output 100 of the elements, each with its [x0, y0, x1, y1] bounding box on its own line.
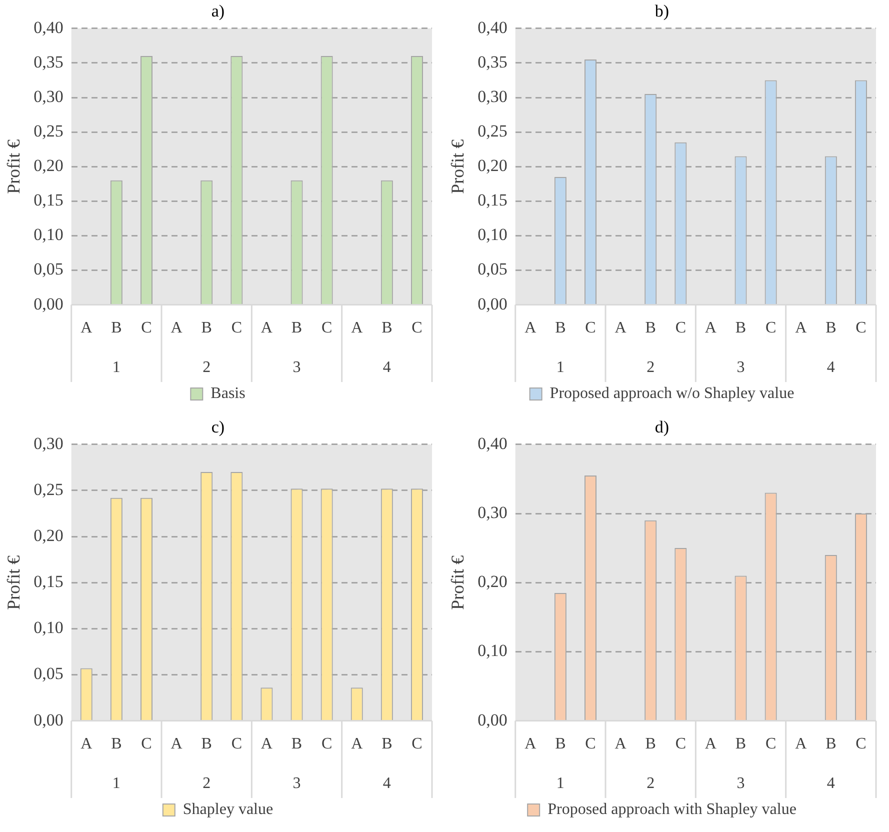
y-tick-label: 0,15	[478, 190, 508, 210]
x-tick-label: A	[170, 320, 183, 337]
x-tick-label: A	[351, 320, 364, 337]
x-tick-label: B	[645, 320, 656, 337]
text: 1	[112, 359, 120, 376]
x-tick-label: B	[201, 736, 212, 753]
y-tick-label: 0,00	[478, 710, 508, 730]
y-axis-title: Profit €	[448, 139, 468, 194]
x-tick-label: C	[675, 736, 686, 753]
y-tick-label: 0,35	[478, 52, 508, 72]
x-tick-label: C	[765, 320, 776, 337]
y-tick-label: 0,00	[478, 294, 508, 314]
x-tick-label: B	[555, 320, 566, 337]
x-tick-label: B	[291, 736, 302, 753]
text: 3	[292, 775, 301, 792]
chart-title: c)	[211, 418, 225, 437]
x-tick-label: A	[351, 736, 364, 753]
y-tick-label: 0,30	[478, 502, 508, 522]
legend-label: Proposed approach with Shapley value	[548, 801, 796, 818]
x-tick-label: B	[291, 320, 302, 337]
x-tick-label: C	[231, 736, 242, 753]
text: 1	[556, 359, 564, 376]
x-tick-label: A	[80, 736, 93, 753]
legend-label: Proposed approach w/o Shapley value	[550, 385, 794, 402]
x-tick-label: B	[826, 320, 836, 337]
x-tick-label: A	[524, 736, 537, 753]
y-tick-label: 0,10	[34, 618, 64, 638]
x-tick-label: B	[645, 736, 656, 753]
text: 1	[556, 775, 564, 792]
x-tick-label: A	[260, 320, 273, 337]
x-tick-label: B	[111, 736, 122, 753]
x-tick-label: A	[524, 320, 537, 337]
y-tick-label: 0,15	[34, 572, 64, 592]
y-tick-label: 0,05	[34, 664, 64, 684]
y-tick-label: 0,25	[34, 122, 64, 141]
x-tick-label: C	[231, 320, 242, 337]
y-tick-label: 0,15	[34, 190, 64, 210]
text: 1	[112, 775, 120, 792]
x-tick-label: A	[795, 736, 808, 753]
x-tick-label: B	[382, 736, 392, 753]
x-tick-label: A	[170, 736, 183, 753]
text: 2	[202, 359, 211, 376]
legend-label: Shapley value	[182, 801, 274, 818]
x-tick-label: B	[735, 320, 746, 337]
y-tick-label: 0,25	[34, 480, 64, 499]
text: 4	[826, 775, 835, 792]
y-tick-label: 0,40	[478, 18, 508, 37]
legend-label: Basis	[210, 385, 246, 402]
x-tick-label: B	[201, 320, 212, 337]
x-tick-label: B	[555, 736, 566, 753]
y-axis-title: Profit €	[4, 555, 24, 610]
x-tick-label: C	[412, 320, 422, 337]
text: 3	[292, 359, 301, 376]
text: 3	[736, 359, 745, 376]
x-tick-label: C	[412, 736, 422, 753]
x-tick-label: A	[614, 320, 627, 337]
y-tick-label: 0,10	[34, 225, 64, 244]
y-tick-label: 0,00	[34, 294, 64, 314]
x-tick-label: A	[795, 320, 808, 337]
y-tick-label: 0,10	[478, 641, 508, 660]
y-tick-label: 0,10	[478, 225, 508, 244]
x-tick-label: B	[735, 736, 746, 753]
x-tick-label: A	[704, 320, 717, 337]
x-tick-label: B	[826, 736, 836, 753]
x-tick-label: C	[321, 320, 332, 337]
x-tick-label: C	[856, 736, 866, 753]
y-tick-label: 0,30	[34, 434, 64, 453]
text: 4	[826, 359, 835, 376]
x-tick-label: C	[585, 320, 596, 337]
y-tick-label: 0,20	[478, 156, 508, 176]
x-tick-label: C	[141, 736, 152, 753]
text: 2	[202, 775, 211, 792]
text: 2	[646, 359, 655, 376]
x-tick-label: A	[80, 320, 93, 337]
x-tick-label: A	[614, 736, 627, 753]
y-axis-title: Profit €	[448, 555, 468, 610]
chart-title: a)	[211, 2, 225, 21]
text: 4	[382, 775, 391, 792]
y-tick-label: 0,05	[34, 260, 64, 279]
x-tick-label: C	[585, 736, 596, 753]
y-tick-label: 0,25	[478, 122, 508, 141]
y-tick-label: 0,40	[478, 434, 508, 453]
y-tick-label: 0,00	[34, 710, 64, 730]
x-tick-label: C	[856, 320, 866, 337]
text: 3	[736, 775, 745, 792]
x-tick-label: C	[141, 320, 152, 337]
x-tick-label: C	[321, 736, 332, 753]
x-tick-label: C	[765, 736, 776, 753]
y-tick-label: 0,40	[34, 18, 64, 37]
y-tick-label: 0,35	[34, 52, 64, 72]
y-tick-label: 0,30	[34, 86, 64, 106]
x-tick-label: C	[675, 320, 686, 337]
x-tick-label: B	[382, 320, 392, 337]
chart-title: b)	[654, 2, 670, 21]
y-tick-label: 0,30	[478, 86, 508, 106]
chart-title: d)	[654, 418, 670, 437]
y-axis-title: Profit €	[4, 139, 24, 194]
y-tick-label: 0,20	[34, 526, 64, 545]
x-tick-label: A	[704, 736, 717, 753]
y-tick-label: 0,05	[478, 260, 508, 279]
